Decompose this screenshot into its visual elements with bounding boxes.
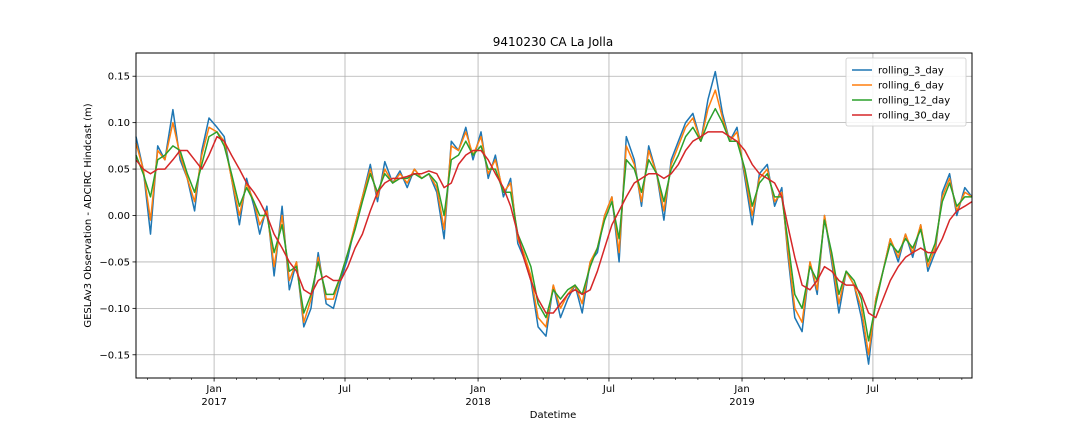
series-line-rolling_12_day [135, 107, 972, 342]
legend-label: rolling_3_day [878, 66, 944, 77]
x-tick-year-label: 2019 [729, 397, 754, 408]
x-tick-label: Jan [733, 384, 749, 395]
y-tick-label: −0.10 [99, 304, 130, 315]
series-line-rolling_30_day [135, 131, 973, 319]
legend: rolling_3_day rolling_6_day rolling_12_day… [845, 57, 967, 127]
gridlines [136, 53, 972, 378]
x-tick-label: Jul [602, 384, 615, 395]
y-tick-label: 0.15 [108, 72, 130, 83]
legend-box [845, 57, 967, 127]
x-tick-year-label: 2018 [465, 397, 490, 408]
x-axis: Jan 2017 Jul Jan 2018 Jul Jan 2019 Jul [147, 378, 963, 408]
x-tick-label: Jul [338, 384, 351, 395]
x-tick-label: Jan [205, 384, 221, 395]
x-tick-label: Jul [866, 384, 879, 395]
y-tick-label: −0.15 [99, 350, 130, 361]
legend-label: rolling_12_day [878, 96, 950, 107]
y-tick-label: 0.10 [108, 118, 130, 129]
legend-label: rolling_6_day [878, 81, 944, 92]
x-tick-year-label: 2017 [201, 397, 226, 408]
y-axis-label: GESLAv3 Observation - ADCIRC Hindcast (m… [83, 103, 94, 327]
y-tick-label: −0.05 [99, 257, 130, 268]
y-axis: 0.15 0.10 0.05 0.00 −0.05 −0.10 −0.15 [99, 72, 136, 361]
y-tick-label: 0.00 [108, 211, 130, 222]
legend-label: rolling_30_day [878, 111, 950, 122]
y-tick-label: 0.05 [108, 165, 130, 176]
series-line-rolling_6_day [135, 89, 973, 356]
plot-series [135, 70, 973, 365]
x-axis-label: Datetime [530, 410, 577, 421]
x-tick-label: Jan [469, 384, 485, 395]
chart-title: 9410230 CA La Jolla [493, 35, 613, 49]
